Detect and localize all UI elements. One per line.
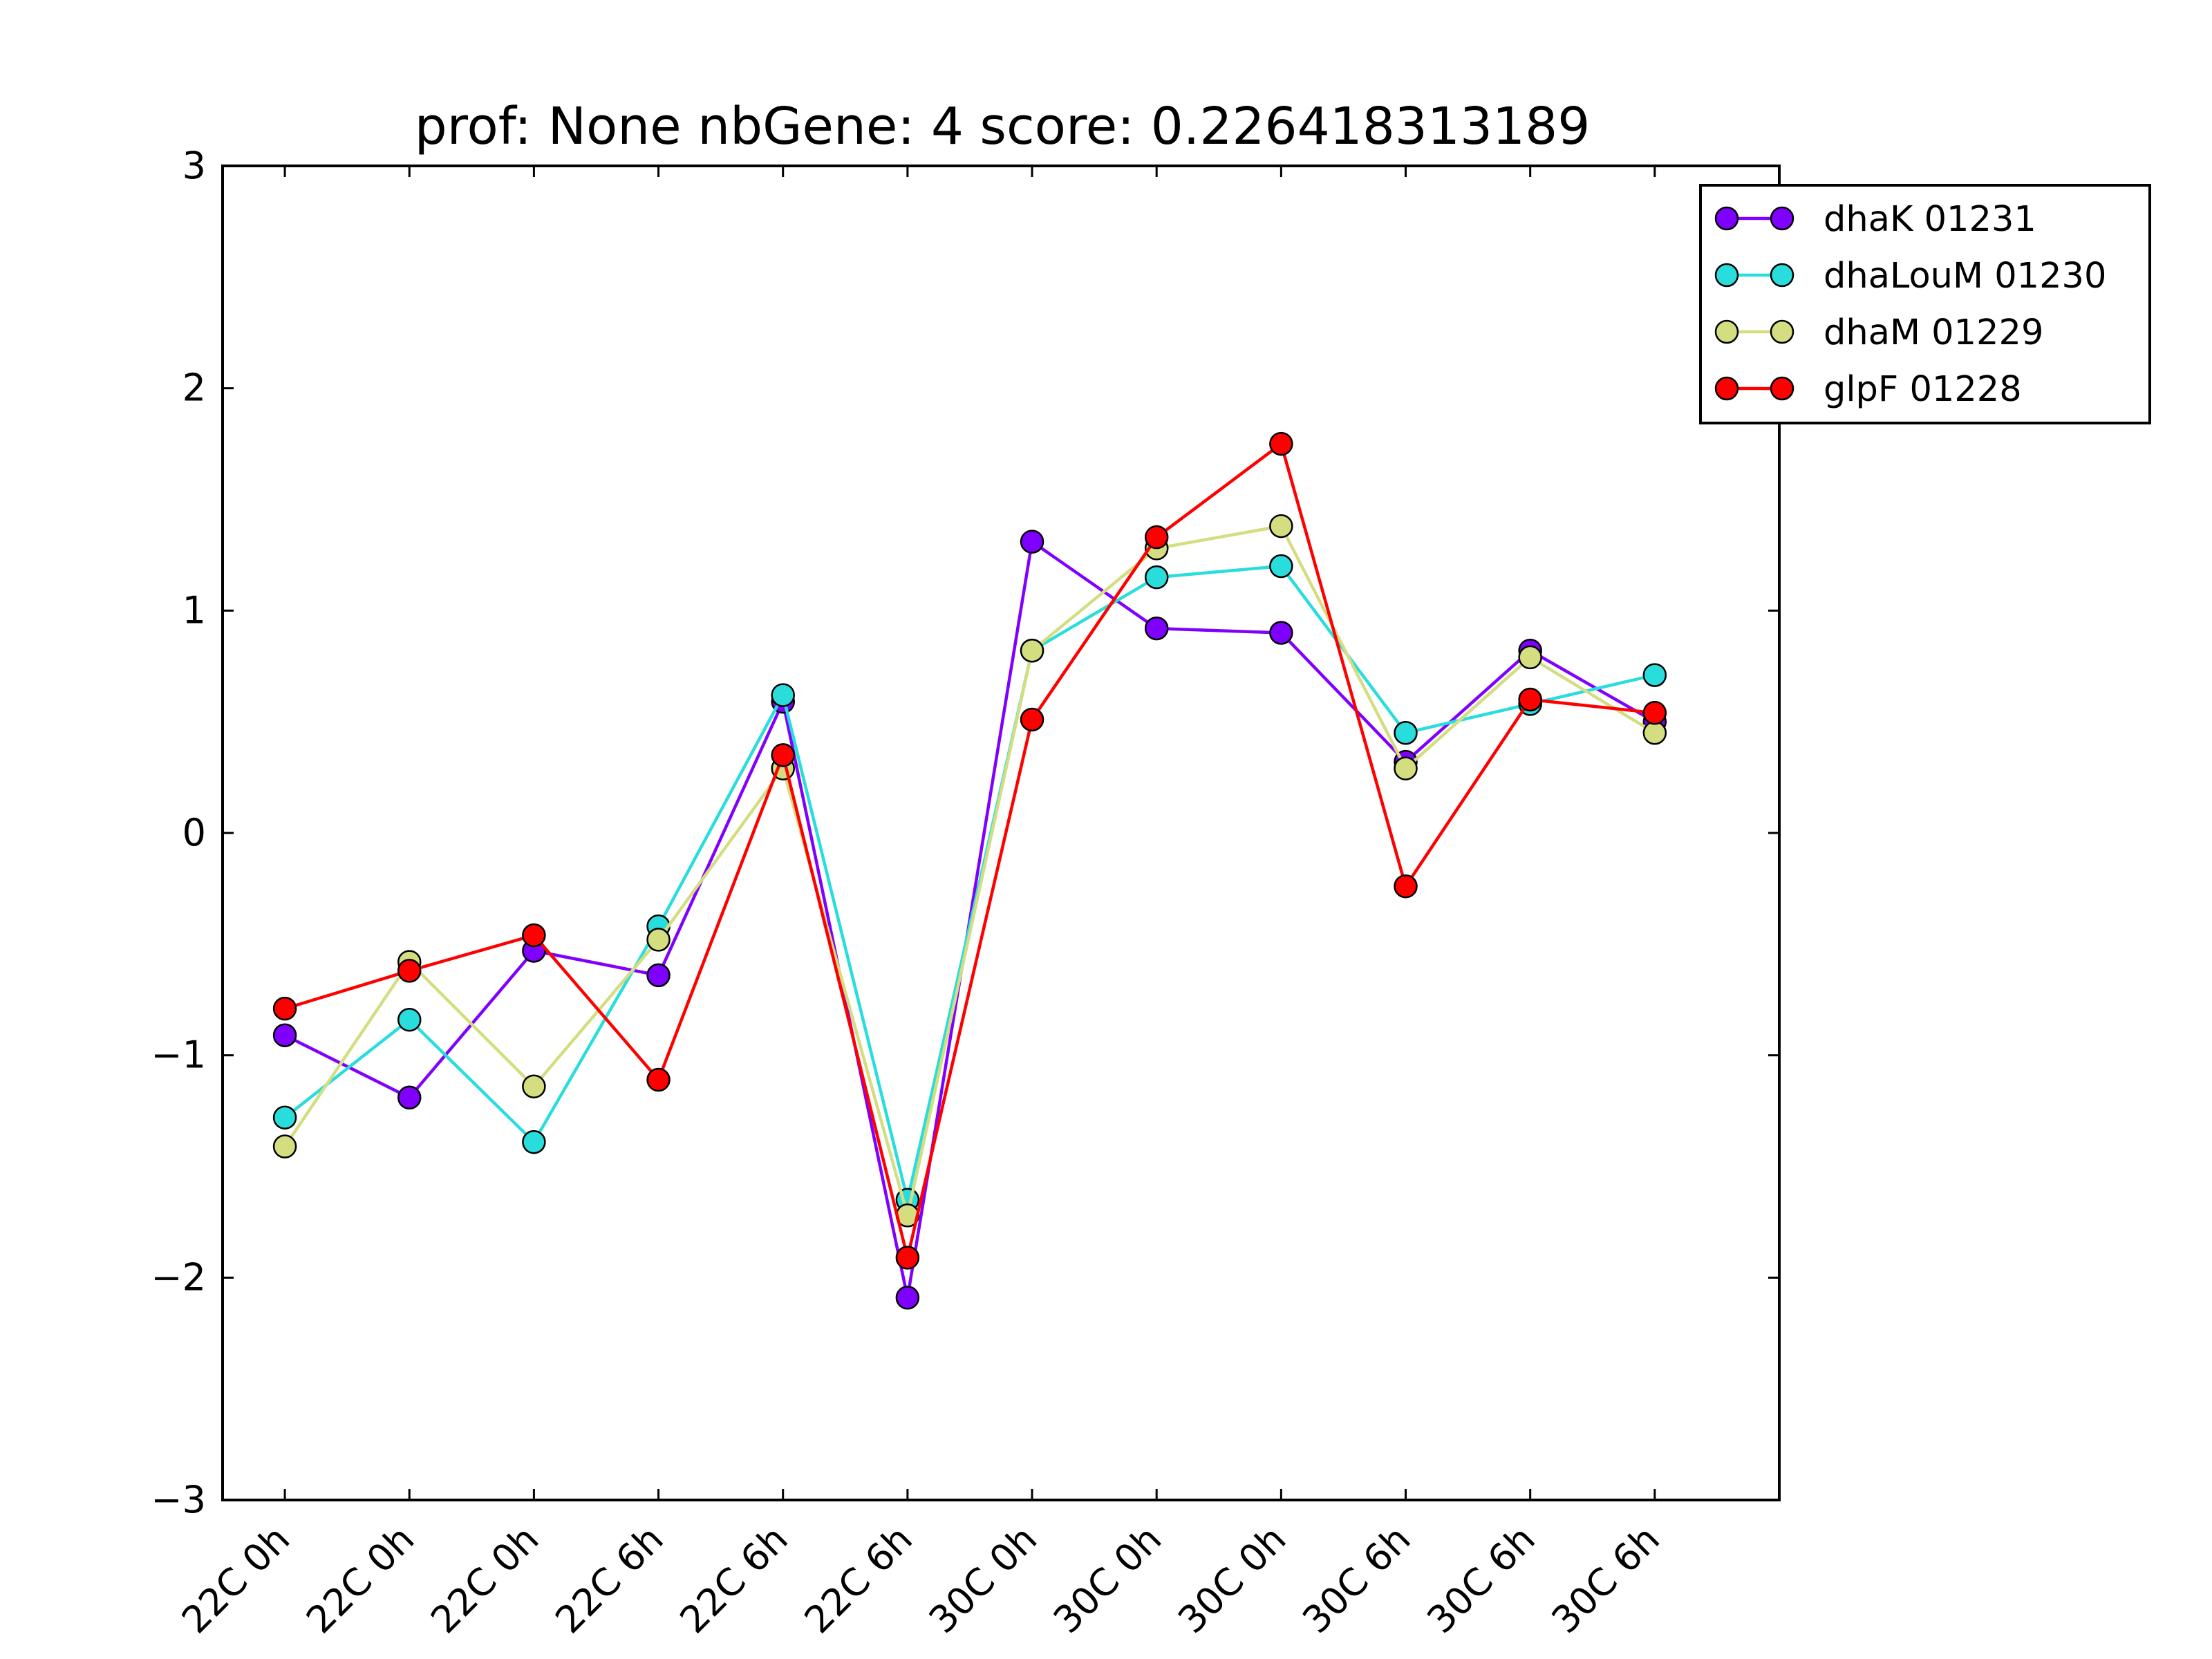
legend-marker	[1770, 263, 1794, 288]
data-point	[771, 683, 795, 707]
y-tick-label: 3	[182, 144, 206, 187]
legend-label: dhaK 01231	[1824, 199, 2036, 240]
data-point	[272, 1105, 297, 1130]
data-point	[1518, 687, 1542, 712]
data-point	[895, 1246, 920, 1270]
legend: dhaK 01231 dhaLouM 01230 dhaM 01229 glpF 01…	[1699, 184, 2151, 424]
plot-frame	[221, 165, 1781, 1501]
legend-label: glpF 01228	[1824, 369, 2022, 410]
x-tick-label: 22C 6h	[671, 1517, 796, 1642]
series-line	[284, 442, 1656, 1259]
y-tick-label: 0	[182, 811, 206, 854]
data-point	[1269, 514, 1293, 538]
x-tick-label: 30C 0h	[921, 1517, 1045, 1642]
legend-marker	[1714, 263, 1739, 288]
data-point	[1020, 529, 1044, 554]
data-point	[1394, 721, 1418, 745]
data-point	[1144, 525, 1169, 550]
data-point	[397, 1007, 422, 1032]
data-point	[397, 959, 422, 983]
x-tick-label: 30C 6h	[1544, 1517, 1668, 1642]
data-point	[522, 923, 546, 948]
y-tick-label: −2	[151, 1255, 206, 1299]
data-point	[1642, 721, 1667, 745]
data-point	[1394, 874, 1418, 899]
x-tick-label: 22C 6h	[796, 1517, 921, 1642]
data-point	[1144, 565, 1169, 590]
series-3	[272, 431, 1667, 1270]
data-point	[522, 1130, 546, 1154]
data-point	[1269, 621, 1293, 645]
x-tick-label: 22C 6h	[547, 1517, 671, 1642]
x-tick-label: 22C 0h	[422, 1517, 547, 1642]
y-tick-label: −3	[151, 1478, 206, 1521]
chart-title: prof: None nbGene: 4 score: 0.2264183131…	[415, 97, 1591, 156]
data-point	[1642, 663, 1667, 687]
data-point	[646, 1067, 671, 1092]
legend-marker	[1770, 206, 1794, 231]
y-tick-label: −1	[151, 1033, 206, 1077]
data-point	[272, 1023, 297, 1047]
x-tick-label: 30C 6h	[1418, 1517, 1543, 1642]
data-point	[272, 996, 297, 1021]
series-line	[283, 524, 1656, 1217]
data-point	[1642, 701, 1667, 725]
series-layer	[272, 431, 1667, 1310]
legend-label: dhaLouM 01230	[1824, 256, 2106, 297]
series-2	[272, 514, 1667, 1228]
legend-marker	[1714, 206, 1739, 231]
data-point	[1020, 638, 1044, 663]
x-tick-label: 30C 6h	[1294, 1517, 1418, 1642]
data-point	[771, 743, 795, 767]
data-point	[397, 1085, 422, 1110]
series-line	[283, 564, 1656, 1202]
data-point	[1020, 707, 1044, 732]
data-point	[272, 1134, 297, 1159]
legend-marker	[1714, 319, 1739, 344]
data-point	[1394, 756, 1418, 780]
legend-marker	[1714, 376, 1739, 401]
x-tick-label: 30C 0h	[1045, 1517, 1170, 1642]
data-point	[522, 1074, 546, 1098]
data-point	[1144, 616, 1169, 641]
data-point	[1518, 645, 1542, 670]
data-point	[895, 1286, 920, 1310]
x-tick-label: 30C 0h	[1170, 1517, 1294, 1642]
data-point	[1269, 554, 1293, 579]
data-point	[1269, 431, 1293, 456]
legend-marker	[1770, 376, 1794, 401]
series-1	[272, 554, 1667, 1212]
data-point	[646, 928, 671, 952]
x-tick-label: 22C 0h	[298, 1517, 422, 1642]
x-tick-label: 22C 0h	[174, 1517, 298, 1642]
legend-label: dhaM 01229	[1824, 312, 2043, 353]
legend-marker	[1770, 319, 1794, 344]
y-tick-label: 1	[182, 588, 206, 632]
y-tick-label: 2	[182, 366, 206, 410]
data-point	[646, 963, 671, 988]
